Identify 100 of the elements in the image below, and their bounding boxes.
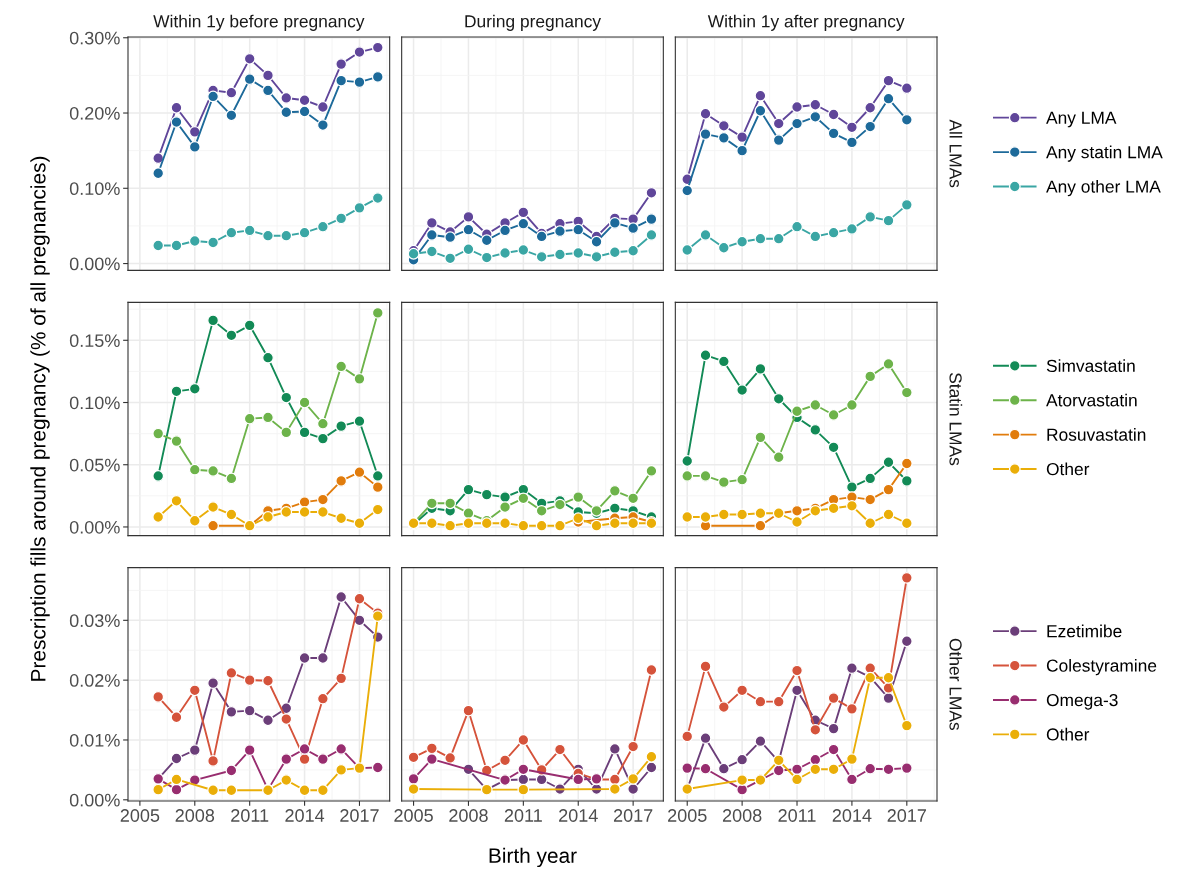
point — [627, 517, 640, 530]
y-tick-label: 0.03% — [69, 614, 120, 628]
point — [645, 213, 658, 226]
point — [207, 90, 219, 103]
point — [207, 784, 219, 797]
point — [170, 711, 183, 724]
point — [462, 223, 475, 236]
point — [882, 508, 895, 521]
point — [681, 244, 694, 256]
point — [280, 92, 293, 104]
point — [243, 52, 256, 65]
point — [900, 475, 913, 487]
point — [353, 76, 366, 89]
point — [499, 754, 511, 767]
point — [864, 101, 877, 114]
point — [316, 652, 329, 664]
x-tick-label: 2017 — [340, 809, 379, 822]
text: Other LMAs — [949, 638, 963, 731]
point — [572, 512, 585, 525]
point — [444, 252, 457, 265]
point — [243, 744, 256, 757]
point — [900, 198, 913, 211]
point — [207, 501, 219, 513]
point — [846, 136, 858, 149]
x-tick-label: 2011 — [504, 809, 542, 822]
point — [243, 224, 256, 237]
point — [316, 432, 329, 445]
point — [772, 764, 785, 777]
point — [736, 384, 749, 396]
point — [298, 94, 311, 107]
y-tick-label: 0.20% — [69, 106, 120, 120]
point — [316, 493, 329, 506]
point — [846, 662, 858, 675]
point — [207, 314, 219, 327]
point — [207, 236, 219, 249]
point — [298, 105, 311, 118]
point — [207, 677, 219, 690]
point — [335, 420, 348, 433]
point — [882, 692, 895, 704]
point — [608, 517, 621, 530]
x-tick-label: 2008 — [449, 809, 488, 822]
point — [572, 773, 585, 786]
point — [425, 742, 438, 755]
point — [882, 456, 895, 469]
point — [170, 239, 183, 252]
point — [809, 723, 822, 736]
point — [480, 234, 493, 247]
y-axis-title: Prescription fills around pregnancy (% of all pregnancies) — [30, 156, 50, 681]
point — [900, 635, 913, 648]
point — [846, 499, 858, 512]
point — [499, 491, 511, 503]
x-tick-label: 2011 — [778, 809, 816, 822]
point — [188, 514, 201, 527]
point — [353, 415, 366, 428]
point — [846, 121, 858, 134]
point — [864, 210, 877, 223]
point — [353, 517, 366, 530]
point — [225, 109, 238, 122]
point — [170, 494, 183, 507]
point — [846, 223, 858, 235]
point — [608, 217, 621, 229]
point — [335, 475, 348, 487]
legend-label: Atorvastatin — [1046, 393, 1137, 407]
point — [699, 349, 712, 362]
point — [353, 372, 366, 385]
legend-label: Other — [1046, 727, 1090, 741]
point — [517, 763, 530, 776]
point — [517, 244, 530, 256]
point — [681, 511, 694, 523]
x-tick-label: 2008 — [722, 809, 762, 822]
point — [699, 660, 712, 673]
point — [827, 722, 840, 735]
point — [736, 753, 749, 766]
point — [736, 774, 749, 786]
point — [517, 217, 530, 230]
point — [699, 128, 712, 140]
point — [188, 140, 201, 153]
point — [754, 735, 767, 748]
point — [170, 752, 183, 765]
point — [188, 463, 201, 476]
y-tick-label: 0.30% — [69, 31, 120, 45]
point — [827, 502, 840, 515]
point — [827, 108, 840, 121]
point — [371, 503, 384, 516]
point — [791, 405, 803, 418]
point — [736, 235, 749, 248]
point — [407, 772, 420, 785]
point — [882, 483, 895, 496]
point — [717, 355, 730, 368]
point — [298, 426, 311, 439]
point — [335, 763, 348, 776]
point — [499, 224, 511, 237]
point — [572, 247, 585, 259]
point — [590, 519, 603, 532]
point — [627, 492, 640, 505]
x-tick-label: 2005 — [394, 809, 433, 822]
point — [152, 239, 165, 252]
point — [772, 134, 785, 147]
point — [262, 511, 274, 523]
point — [298, 226, 311, 239]
